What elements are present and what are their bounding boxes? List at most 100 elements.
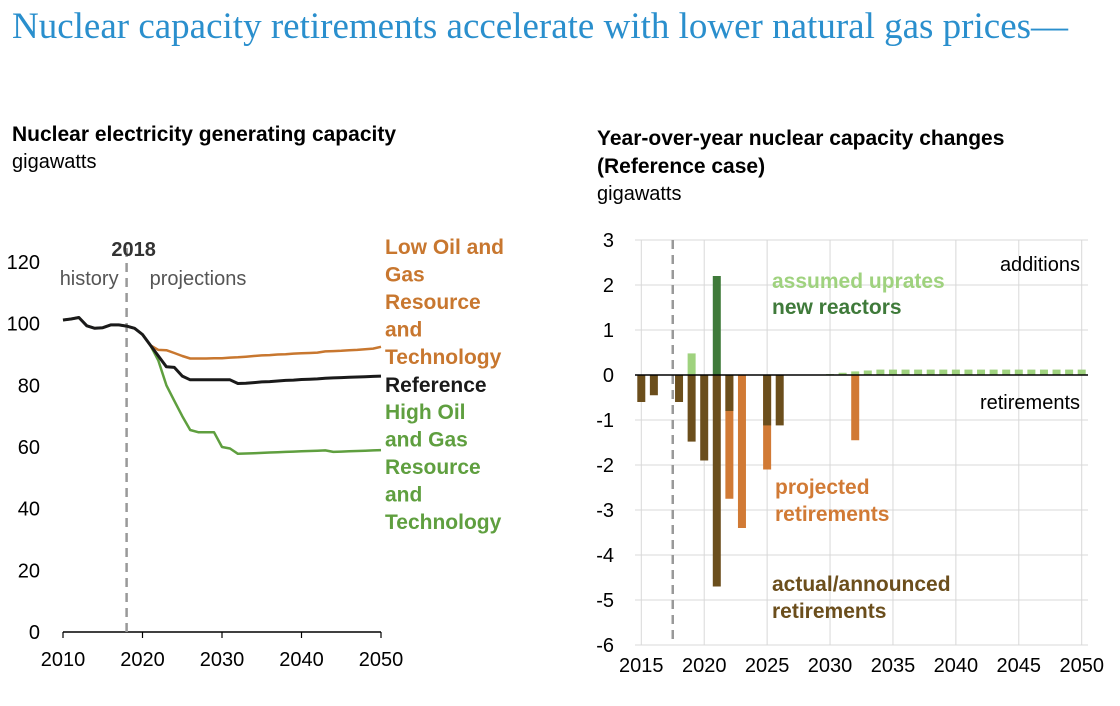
legend-label-line: projected — [775, 476, 870, 499]
y-tick-label-4: -1 — [596, 410, 614, 432]
series-line-reference — [62, 316, 382, 385]
legend-label-reference: Reference — [385, 374, 487, 397]
legend-label-line: assumed uprates — [772, 270, 945, 293]
bar-uprates-2046 — [1027, 369, 1036, 375]
x-tick-label-2045: 2045 — [997, 655, 1042, 677]
bar-actual_announced-2019 — [687, 375, 696, 442]
y-tick-label-60: 60 — [18, 437, 40, 459]
history-label: history — [60, 268, 119, 290]
legend-label-line: and — [385, 484, 422, 507]
legend-label-line: High Oil — [385, 401, 466, 424]
y-tick-label-0: 3 — [603, 230, 614, 252]
legend-label-line: actual/announced — [772, 573, 951, 596]
bar-uprates-2034 — [876, 369, 885, 375]
legend-label-new_reactors: new reactors — [772, 296, 902, 319]
projections-label: projections — [150, 268, 247, 290]
bar-uprates-2044 — [1002, 369, 1011, 375]
x-tick-label-2050: 2050 — [359, 649, 404, 671]
bar-uprates-2031 — [838, 372, 847, 375]
right-chart-title-line-1: Year-over-year nuclear capacity changes — [597, 127, 1005, 150]
bar-uprates-2036 — [901, 369, 910, 375]
legend-label-line: new reactors — [772, 296, 902, 319]
bar-actual_announced-2016 — [649, 375, 658, 396]
bar-uprates-2033 — [863, 370, 872, 375]
bar-actual_announced-2020 — [700, 375, 709, 461]
x-tick-label-2030: 2030 — [808, 655, 853, 677]
legend-label-low_oil_gas: Low Oil and Gas Resource and Technology — [385, 236, 504, 369]
y-tick-label-0: 0 — [29, 622, 40, 644]
legend-label-line: Low Oil and — [385, 236, 504, 259]
legend-label-line: and — [385, 319, 422, 342]
legend-label-line: Technology — [385, 346, 502, 369]
bar-uprates-2032 — [851, 371, 860, 375]
y-tick-label-2: 1 — [603, 320, 614, 342]
y-tick-label-1: 2 — [603, 275, 614, 297]
x-tick-label-2010: 2010 — [41, 649, 86, 671]
bar-actual_announced-2021 — [712, 375, 721, 587]
x-tick-label-2040: 2040 — [279, 649, 324, 671]
y-tick-label-9: -6 — [596, 635, 614, 657]
bar-actual_announced-2026 — [775, 375, 784, 426]
bar-uprates-2041 — [964, 369, 973, 375]
legend-label-uprates: assumed uprates — [772, 270, 945, 293]
legend-label-actual_announced: actual/announced retirements — [772, 573, 951, 623]
legend-label-line: retirements — [775, 503, 889, 526]
bar-uprates-2035 — [888, 369, 897, 375]
bar-actual_announced-2022 — [725, 375, 734, 411]
divider-year-label: 2018 — [111, 239, 156, 261]
bar-uprates-2019 — [687, 353, 696, 375]
bar-uprates-2049 — [1065, 369, 1074, 375]
x-tick-label-2025: 2025 — [745, 655, 790, 677]
y-tick-label-8: -5 — [596, 590, 614, 612]
y-tick-label-120: 120 — [7, 252, 40, 274]
additions-annotation: additions — [1000, 254, 1080, 276]
bar-uprates-2050 — [1077, 369, 1086, 375]
legend-label-line: Resource — [385, 291, 481, 314]
x-tick-label-2020: 2020 — [682, 655, 727, 677]
y-tick-label-40: 40 — [18, 499, 40, 521]
bar-uprates-2045 — [1014, 369, 1023, 375]
bar-actual_announced-2025 — [763, 375, 772, 426]
bar-projected-2022 — [725, 375, 734, 499]
x-tick-label-2015: 2015 — [619, 655, 664, 677]
page-title: Nuclear capacity retirements accelerate … — [12, 6, 1069, 47]
x-tick-label-2035: 2035 — [871, 655, 916, 677]
bar-uprates-2038 — [926, 369, 935, 375]
x-tick-label-2020: 2020 — [120, 649, 165, 671]
legend-label-high_oil_gas: High Oil and Gas Resource and Technology — [385, 401, 502, 534]
y-tick-label-5: -2 — [596, 455, 614, 477]
bar-actual_announced-2018 — [675, 375, 684, 402]
legend-label-line: and Gas — [385, 429, 468, 452]
y-tick-label-20: 20 — [18, 560, 40, 582]
legend-label-line: Gas — [385, 264, 425, 287]
legend-label-line: retirements — [772, 600, 886, 623]
left-chart-title: Nuclear electricity generating capacity — [12, 123, 396, 146]
right-chart-title-line-2: (Reference case) — [597, 155, 766, 178]
x-tick-label-2050: 2050 — [1059, 655, 1104, 677]
left-chart-unit: gigawatts — [12, 151, 97, 173]
bar-projected-2032 — [851, 375, 860, 441]
bar-uprates-2048 — [1052, 369, 1061, 375]
bar-new_reactors-2021 — [712, 276, 721, 375]
bar-uprates-2040 — [951, 369, 960, 375]
bar-projected-2023 — [737, 375, 746, 528]
x-tick-label-2030: 2030 — [200, 649, 245, 671]
y-tick-label-80: 80 — [18, 375, 40, 397]
x-tick-label-2040: 2040 — [934, 655, 979, 677]
retirements-annotation: retirements — [980, 392, 1080, 414]
bar-uprates-2039 — [939, 369, 948, 375]
y-tick-label-100: 100 — [7, 314, 40, 336]
legend-label-line: Reference — [385, 374, 487, 397]
legend-label-projected: projected retirements — [775, 476, 889, 526]
bar-uprates-2043 — [989, 369, 998, 375]
y-tick-label-6: -3 — [596, 500, 614, 522]
bar-uprates-2042 — [977, 369, 986, 375]
legend-label-line: Technology — [385, 511, 502, 534]
bar-uprates-2047 — [1039, 369, 1048, 375]
bar-actual_announced-2015 — [637, 375, 646, 402]
y-tick-label-3: 0 — [603, 365, 614, 387]
y-tick-label-7: -4 — [596, 545, 614, 567]
bar-uprates-2037 — [914, 369, 923, 375]
